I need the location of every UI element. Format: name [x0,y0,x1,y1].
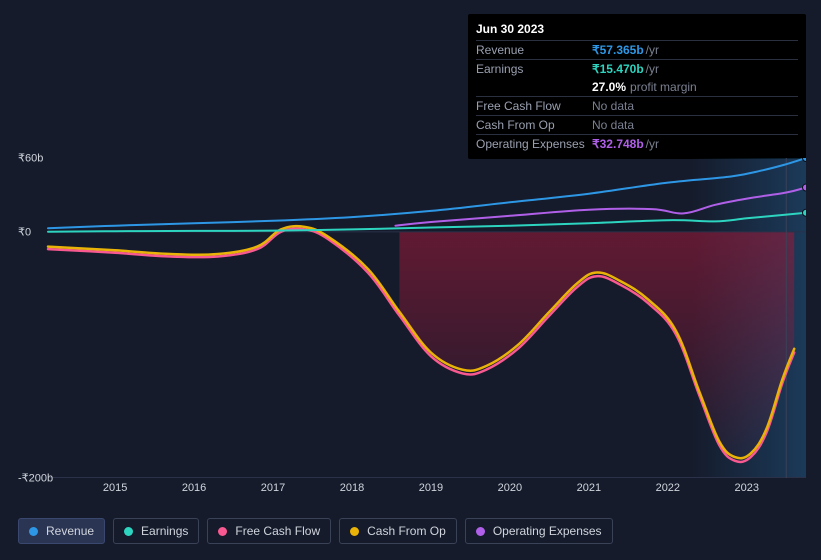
tooltip-value: No data [592,99,634,113]
x-axis-label: 2017 [261,482,285,494]
legend-item[interactable]: Cash From Op [339,518,457,544]
tooltip-row-revenue: Revenue ₹57.365b /yr [476,40,798,59]
x-axis-label: 2019 [419,482,443,494]
legend: Revenue Earnings Free Cash Flow Cash From O… [18,518,613,544]
tooltip-margin-label: profit margin [630,80,697,94]
legend-swatch [124,527,133,536]
x-axis-label: 2023 [735,482,759,494]
chart-area[interactable]: ₹60b₹0-₹200b [18,158,806,478]
tooltip-value: No data [592,118,634,132]
tooltip-suffix: /yr [646,62,659,76]
tooltip-label: Free Cash Flow [476,99,592,113]
x-axis-label: 2018 [340,482,364,494]
legend-item[interactable]: Operating Expenses [465,518,613,544]
tooltip-value: ₹57.365b [592,43,644,57]
tooltip-label: Cash From Op [476,118,592,132]
legend-swatch [350,527,359,536]
legend-swatch [29,527,38,536]
tooltip-label: Revenue [476,43,592,57]
tooltip-value: ₹15.470b [592,62,644,76]
legend-item[interactable]: Revenue [18,518,105,544]
legend-item[interactable]: Earnings [113,518,199,544]
tooltip-date: Jun 30 2023 [476,20,798,40]
tooltip-row-cashop: Cash From Op No data [476,115,798,134]
x-axis-label: 2022 [656,482,680,494]
legend-swatch [476,527,485,536]
legend-label: Free Cash Flow [235,524,320,538]
legend-label: Revenue [46,524,94,538]
tooltip-value: ₹32.748b [592,137,644,151]
tooltip-label: Earnings [476,62,592,76]
tooltip-row-margin: 27.0% profit margin [476,78,798,96]
tooltip-suffix: /yr [646,43,659,57]
hover-tooltip: Jun 30 2023 Revenue ₹57.365b /yr Earning… [468,14,806,159]
tooltip-row-fcf: Free Cash Flow No data [476,96,798,115]
tooltip-label: Operating Expenses [476,137,592,151]
legend-item[interactable]: Free Cash Flow [207,518,331,544]
x-axis-label: 2020 [498,482,522,494]
x-axis-label: 2015 [103,482,127,494]
tooltip-row-opex: Operating Expenses ₹32.748b /yr [476,134,798,153]
y-axis-label: ₹60b [18,152,43,165]
tooltip-margin-value: 27.0% [592,80,626,94]
legend-swatch [218,527,227,536]
tooltip-row-earnings: Earnings ₹15.470b /yr [476,59,798,78]
tooltip-suffix: /yr [646,137,659,151]
x-axis-label: 2021 [577,482,601,494]
legend-label: Operating Expenses [493,524,602,538]
x-axis-label: 2016 [182,482,206,494]
chart-svg [18,158,806,478]
y-axis-label: ₹0 [18,225,31,238]
legend-label: Cash From Op [367,524,446,538]
x-axis-labels: 2015 2016 2017 2018 2019 2020 2021 2022 2023 [18,482,806,502]
legend-label: Earnings [141,524,188,538]
